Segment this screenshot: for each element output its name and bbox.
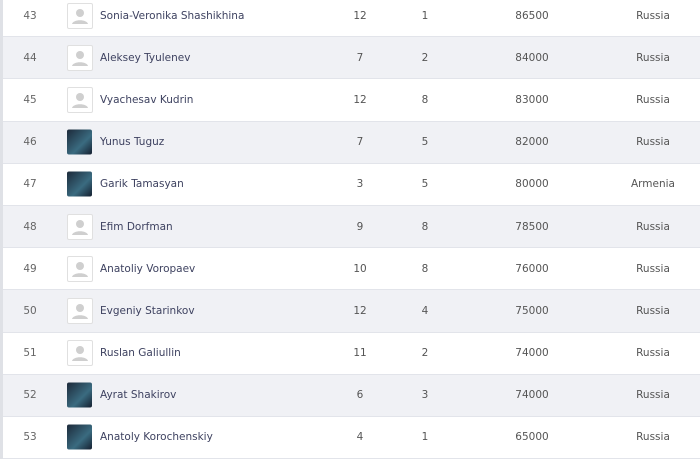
avatar[interactable] <box>67 424 92 450</box>
table-row[interactable]: 45 Vyachesav Kudrin 12 8 83000 Russia <box>3 79 700 122</box>
avatar[interactable] <box>67 213 93 240</box>
player-name-link[interactable]: Anatoly Korochenskiy <box>100 431 213 444</box>
rank: 53 <box>23 431 37 444</box>
stat-1: 9 <box>356 220 364 233</box>
avatar[interactable] <box>67 2 93 29</box>
rank: 48 <box>23 220 37 233</box>
country: Russia <box>636 262 670 275</box>
table-row[interactable]: 46 Yunus Tuguz 7 5 82000 Russia <box>3 121 700 164</box>
avatar[interactable] <box>67 340 93 367</box>
stat-2: 3 <box>421 389 429 402</box>
table-row[interactable]: 51 Ruslan Galiullin 11 2 74000 Russia <box>3 333 700 375</box>
country: Russia <box>636 93 670 106</box>
player-name-link[interactable]: Evgeniy Starinkov <box>100 304 195 317</box>
rank: 44 <box>23 51 37 64</box>
table-row[interactable]: 47 Garik Tamasyan 3 5 80000 Armenia <box>3 164 700 206</box>
stat-1: 12 <box>353 9 367 22</box>
country: Russia <box>636 220 670 233</box>
stat-2: 8 <box>421 262 429 275</box>
stat-2: 4 <box>421 304 429 317</box>
avatar[interactable] <box>67 171 92 197</box>
avatar[interactable] <box>67 255 93 282</box>
player-name-link[interactable]: Yunus Tuguz <box>100 136 165 149</box>
rank: 49 <box>23 262 37 275</box>
avatar[interactable] <box>67 44 93 71</box>
table-row[interactable]: 48 Efim Dorfman 9 8 78500 Russia <box>3 205 700 249</box>
table-row[interactable]: 49 Anatoliy Voropaev 10 8 76000 Russia <box>3 248 700 291</box>
rank: 46 <box>23 136 37 149</box>
stat-2: 1 <box>421 431 429 444</box>
country: Russia <box>636 304 670 317</box>
table-row[interactable]: 50 Evgeniy Starinkov 12 4 75000 Russia <box>3 290 700 333</box>
country: Armenia <box>630 178 675 191</box>
stat-1: 12 <box>353 304 367 317</box>
stat-2: 2 <box>421 347 429 360</box>
stat-1: 10 <box>353 262 367 275</box>
avatar[interactable] <box>67 86 93 113</box>
rank: 50 <box>23 304 37 317</box>
country: Russia <box>636 136 670 149</box>
stat-2: 5 <box>421 136 429 149</box>
points: 76000 <box>515 262 549 275</box>
points: 75000 <box>515 304 549 317</box>
stat-1: 3 <box>356 178 364 191</box>
player-name-link[interactable]: Ayrat Shakirov <box>100 389 177 402</box>
table-row[interactable]: 44 Aleksey Tyulenev 7 2 84000 Russia <box>3 37 700 80</box>
stat-2: 2 <box>421 51 429 64</box>
avatar[interactable] <box>67 297 93 324</box>
player-name-link[interactable]: Aleksey Tyulenev <box>100 51 191 64</box>
stat-2: 8 <box>421 220 429 233</box>
points: 83000 <box>515 93 549 106</box>
rank: 52 <box>23 389 37 402</box>
stat-1: 11 <box>353 347 367 360</box>
points: 80000 <box>515 178 549 191</box>
points: 65000 <box>515 431 549 444</box>
country: Russia <box>636 51 670 64</box>
country: Russia <box>636 389 670 402</box>
points: 78500 <box>515 220 549 233</box>
stat-1: 6 <box>356 389 364 402</box>
player-name-link[interactable]: Sonia-Veronika Shashikhina <box>100 9 245 22</box>
table-row[interactable]: 52 Ayrat Shakirov 6 3 74000 Russia <box>3 374 700 417</box>
stat-2: 1 <box>421 9 429 22</box>
stat-2: 8 <box>421 93 429 106</box>
stat-1: 7 <box>356 136 364 149</box>
player-name-link[interactable]: Anatoliy Voropaev <box>100 262 196 275</box>
points: 74000 <box>515 347 549 360</box>
stat-1: 7 <box>356 51 364 64</box>
points: 82000 <box>515 136 549 149</box>
table-row[interactable]: 43 Sonia-Veronika Shashikhina 12 1 86500… <box>3 0 700 38</box>
avatar[interactable] <box>67 129 92 155</box>
rank: 43 <box>23 9 37 22</box>
stat-1: 4 <box>356 431 364 444</box>
player-name-link[interactable]: Efim Dorfman <box>100 220 173 233</box>
country: Russia <box>636 431 670 444</box>
country: Russia <box>636 9 670 22</box>
stat-1: 12 <box>353 93 367 106</box>
rank: 51 <box>23 347 37 360</box>
player-name-link[interactable]: Ruslan Galiullin <box>100 347 181 360</box>
points: 74000 <box>515 389 549 402</box>
points: 86500 <box>515 9 549 22</box>
points: 84000 <box>515 51 549 64</box>
rank: 45 <box>23 93 37 106</box>
player-name-link[interactable]: Garik Tamasyan <box>100 178 184 191</box>
country: Russia <box>636 347 670 360</box>
rank: 47 <box>23 178 37 191</box>
player-name-link[interactable]: Vyachesav Kudrin <box>100 93 194 106</box>
avatar[interactable] <box>67 382 92 408</box>
stat-2: 5 <box>421 178 429 191</box>
